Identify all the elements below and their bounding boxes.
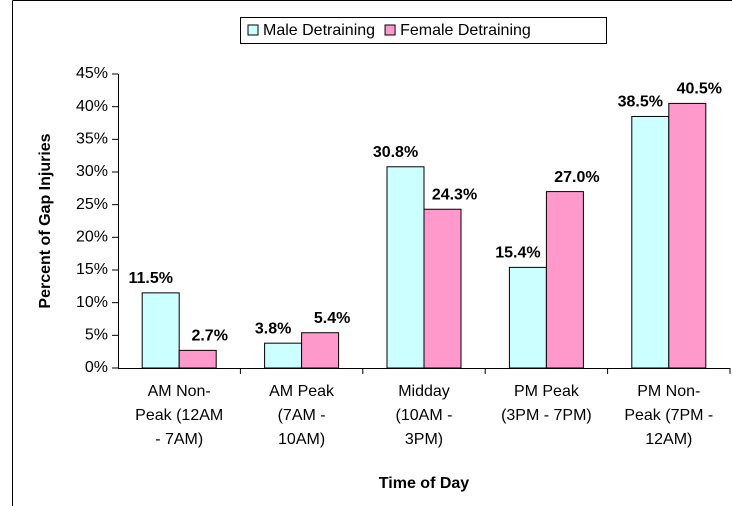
x-tick-label: PM Non-Peak (7PM -12AM) xyxy=(624,383,713,448)
legend-box xyxy=(240,17,607,44)
value-label: 5.4% xyxy=(314,310,350,327)
value-label: 3.8% xyxy=(255,320,291,337)
y-tick-label: 45% xyxy=(76,65,108,82)
x-tick-label: PM Peak (3PM - 7PM) xyxy=(501,383,592,424)
y-axis-title: Percent of Gap Injuries xyxy=(37,133,54,308)
value-label: 11.5% xyxy=(128,270,172,287)
y-tick-label: 0% xyxy=(85,359,108,376)
y-tick-label: 25% xyxy=(76,196,108,213)
y-tick-label: 40% xyxy=(76,98,108,115)
bar xyxy=(508,266,547,369)
value-label: 38.5% xyxy=(618,94,663,111)
value-label: 27.0% xyxy=(554,169,599,186)
x-tick-label: Midday (10AM -3PM) xyxy=(396,383,453,448)
y-tick-label: 15% xyxy=(76,261,108,278)
bar xyxy=(141,292,180,369)
value-label: 30.8% xyxy=(373,144,418,161)
bar xyxy=(301,332,340,369)
bar xyxy=(545,191,584,369)
legend-label: Female Detraining xyxy=(400,22,531,39)
value-label: 2.7% xyxy=(191,328,227,345)
value-label: 15.4% xyxy=(495,245,540,262)
x-tick-label: AM Peak (7AM -10AM) xyxy=(269,383,335,448)
y-tick-label: 5% xyxy=(85,327,108,344)
y-tick-label: 30% xyxy=(76,163,108,180)
y-tick-label: 10% xyxy=(76,294,108,311)
legend-swatch xyxy=(384,24,396,36)
y-tick-label: 35% xyxy=(76,131,108,148)
value-label: 24.3% xyxy=(432,186,477,203)
legend-label: Male Detraining xyxy=(263,22,375,39)
bar xyxy=(423,208,462,369)
x-axis-title: Time of Day xyxy=(379,475,470,492)
legend-swatch xyxy=(247,24,259,36)
bar xyxy=(264,342,303,369)
y-tick-label: 20% xyxy=(76,229,108,246)
bar xyxy=(668,102,707,369)
x-tick-label: AM Non-Peak (12AM - 7AM) xyxy=(135,383,223,448)
bar xyxy=(178,349,217,369)
bar xyxy=(386,166,425,369)
value-label: 40.5% xyxy=(677,81,722,98)
bar xyxy=(631,115,670,369)
